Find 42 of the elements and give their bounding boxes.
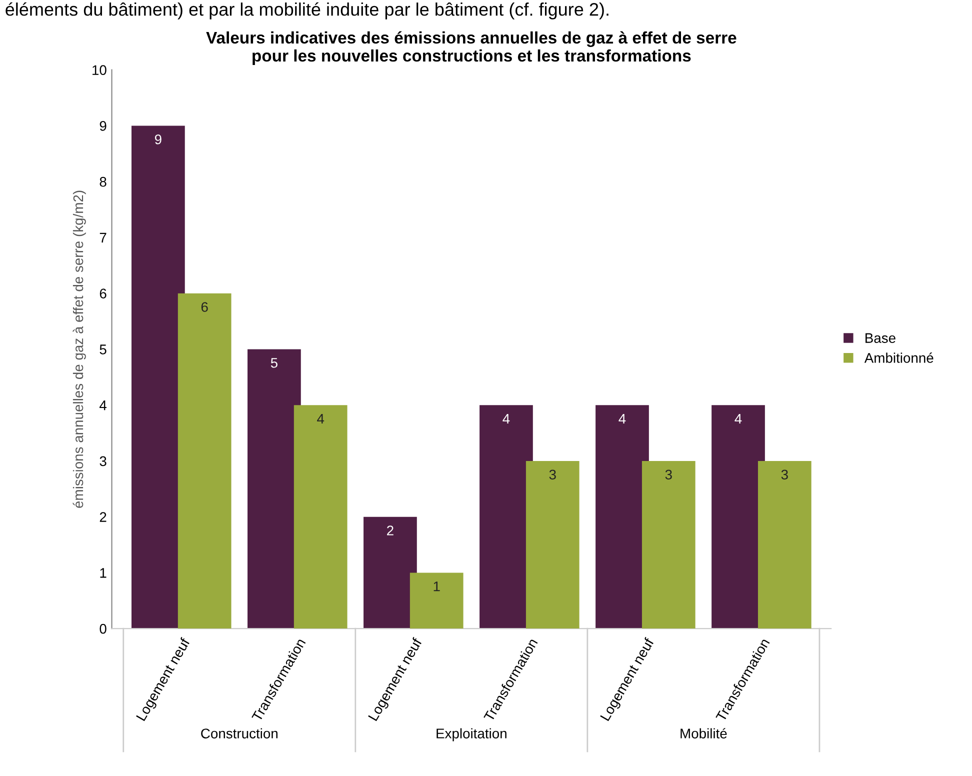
y-tick-label: 2 xyxy=(100,512,106,522)
y-tick-label: 10 xyxy=(92,65,106,76)
data-label: 3 xyxy=(781,470,788,480)
bar xyxy=(178,293,232,629)
text: Construction xyxy=(201,728,278,738)
data-label: 4 xyxy=(734,414,742,424)
data-label: 1 xyxy=(434,582,440,592)
y-tick-label: 5 xyxy=(100,344,106,354)
y-tick-label: 1 xyxy=(100,568,106,578)
legend-label: Ambitionné xyxy=(864,352,934,363)
bar xyxy=(642,460,696,629)
data-label: 5 xyxy=(270,358,278,368)
y-axis-title: émissions annuelles de gaz à effet de serre (kg/m2) xyxy=(72,190,86,508)
data-label: 4 xyxy=(618,414,626,424)
data-label: 3 xyxy=(549,470,556,480)
y-tick-label: 3 xyxy=(100,456,106,466)
chart-title: Valeurs indicatives des émissions annuelles de gaz à effet de serre pour les nouvelles constructions et les transformations xyxy=(206,31,736,65)
bar xyxy=(364,516,417,629)
text: éléments du bâtiment) et par la mobilité induite par le bâtiment (cf. figure 2). xyxy=(6,2,608,20)
y-tick-label: 4 xyxy=(100,400,107,410)
data-label: 4 xyxy=(317,414,324,424)
text: Mobilité xyxy=(680,728,727,738)
bar xyxy=(758,460,812,629)
y-tick-label: 8 xyxy=(100,176,106,187)
data-label: 6 xyxy=(201,302,208,312)
bar xyxy=(712,405,765,629)
y-tick-label: 9 xyxy=(100,121,106,131)
bar xyxy=(596,405,649,629)
data-label: 4 xyxy=(502,414,510,424)
data-label: 2 xyxy=(387,526,394,536)
data-label: 9 xyxy=(154,134,162,144)
legend-label: Base xyxy=(866,333,896,343)
y-tick-label: 0 xyxy=(100,624,106,634)
bar xyxy=(480,405,533,629)
data-label: 3 xyxy=(665,470,672,480)
bar xyxy=(294,405,348,629)
y-tick-label: 7 xyxy=(100,232,106,242)
y-tick-label: 6 xyxy=(100,288,106,298)
bar xyxy=(526,460,580,629)
bar xyxy=(410,572,464,629)
bar xyxy=(132,126,185,629)
text: Exploitation xyxy=(436,728,506,742)
